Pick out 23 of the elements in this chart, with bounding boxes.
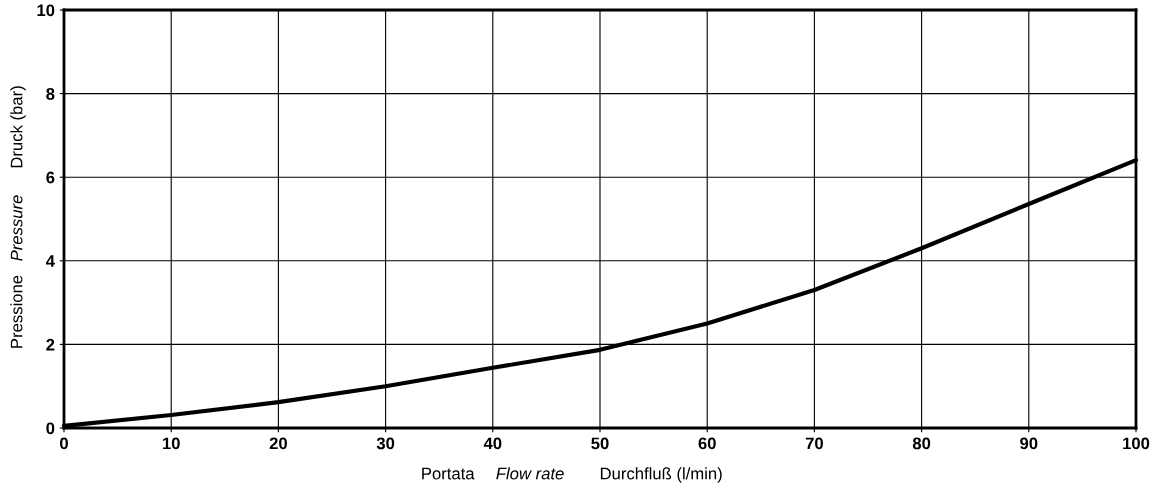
text: Pressione — [10, 275, 23, 348]
y-tick-label: 8 — [46, 88, 55, 100]
x-tick-label: 100 — [1123, 437, 1150, 450]
text: Durchfluß (l/min) — [600, 467, 722, 483]
x-tick-label: 70 — [805, 437, 823, 450]
y-tick-label: 4 — [45, 255, 55, 267]
text: Pressure — [10, 195, 23, 261]
y-tick-label: 6 — [46, 171, 55, 184]
text: Flow rate — [496, 467, 564, 480]
x-tick-label: 80 — [912, 437, 931, 450]
x-tick-label: 60 — [698, 437, 716, 450]
y-tick-label: 10 — [37, 4, 55, 17]
text: Portata — [422, 467, 475, 480]
x-tick-label: 40 — [483, 437, 502, 450]
x-tick-label: 50 — [591, 437, 609, 450]
x-tick-label: 20 — [269, 437, 287, 450]
y-tick-label: 2 — [46, 338, 55, 351]
x-tick-label: 90 — [1020, 437, 1038, 450]
text: Druck (bar) — [10, 86, 26, 168]
y-tick-label: 0 — [46, 422, 55, 435]
x-tick-label: 0 — [60, 437, 68, 450]
x-tick-label: 30 — [376, 437, 395, 450]
x-tick-label: 10 — [162, 437, 180, 450]
